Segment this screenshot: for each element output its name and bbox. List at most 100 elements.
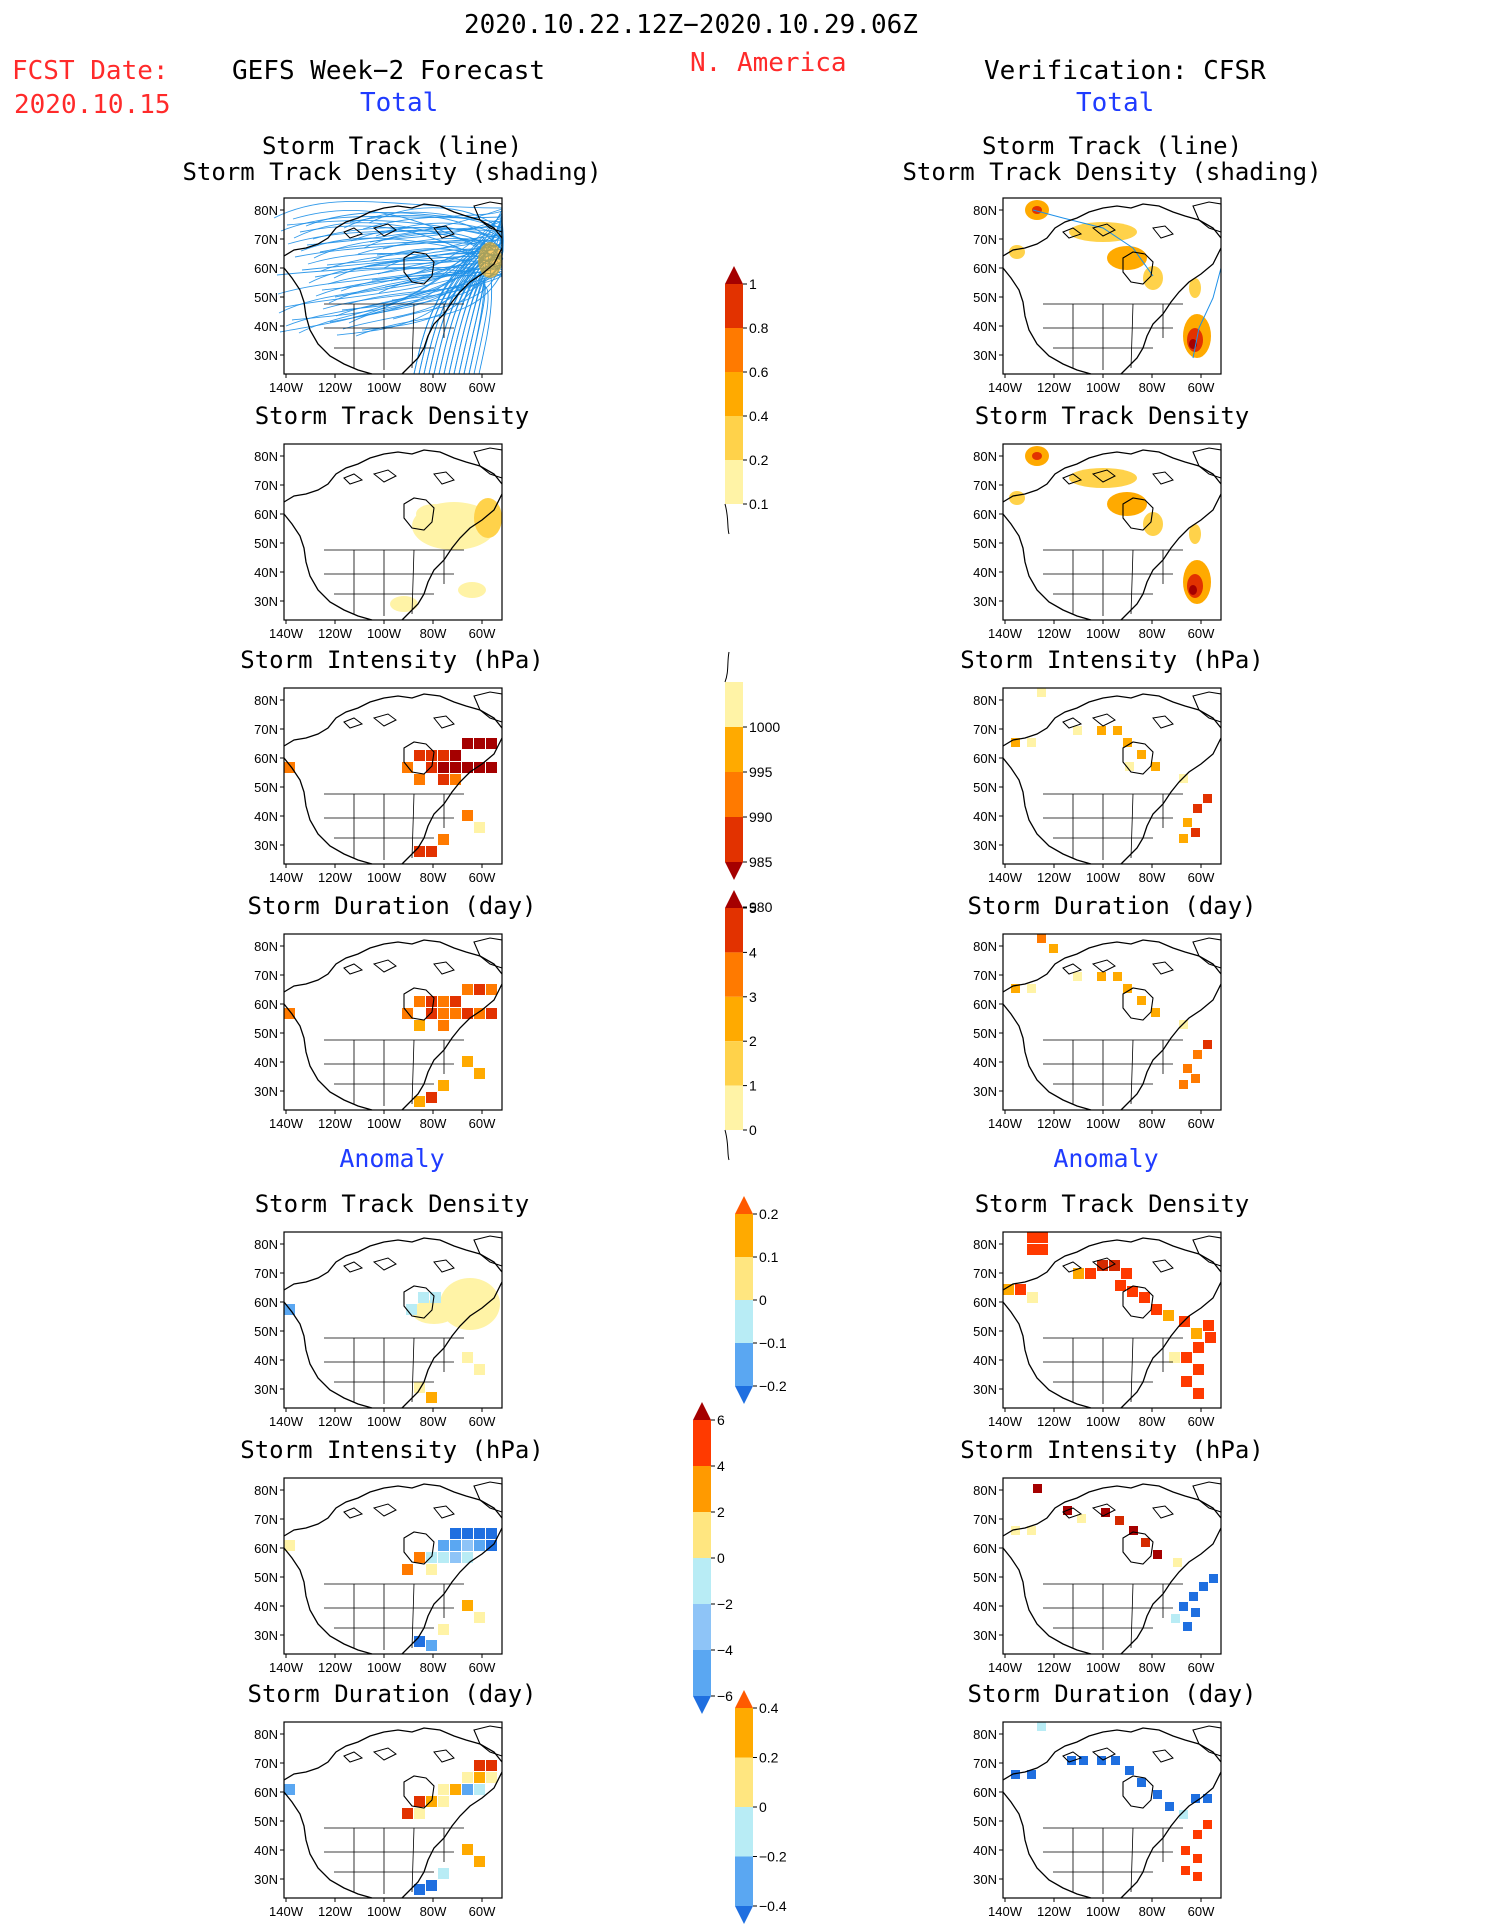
colorbar-tick-label: 995 [749,764,773,780]
lat-tick-label: 50N [973,1814,997,1829]
left-column-title: GEFS Week−2 Forecast [232,56,546,86]
colorbar-tick-label: −2 [717,1596,733,1612]
lat-tick-label: 30N [254,1872,278,1887]
lat-tick-label: 40N [973,1353,997,1368]
lon-tick-label: 120W [1037,1414,1072,1429]
lat-tick-label: 70N [973,1756,997,1771]
colorbar-tick-label: 0.4 [759,1700,779,1716]
fcst-date-label: FCST Date: [12,56,169,86]
lat-tick-label: 50N [973,780,997,795]
lat-tick-label: 80N [254,449,278,464]
map-panel-forecast-4: 80N 70N 60N 50N 40N 30N 140W 120W 100W 80W 60W [254,933,503,1131]
lat-tick-label: 80N [973,1483,997,1498]
lon-tick-label: 100W [367,1660,402,1675]
map-panel-forecast-3: 80N 70N 60N 50N 40N 30N 140W 120W 100W 80W 60W [254,687,503,885]
cb-anom-duration-colorbar: 0.4 0.2 0 −0.2 −0.4 [735,1690,787,1924]
lat-tick-label: 50N [973,1570,997,1585]
lat-tick-label: 70N [254,1266,278,1281]
lon-tick-label: 140W [988,626,1023,641]
lat-tick-label: 80N [973,203,997,218]
colorbar-tick-label: 0.2 [759,1206,779,1222]
map-panel-verification-4: 80N 70N 60N 50N 40N 30N 140W 120W 100W 80W 60W [973,933,1222,1131]
lat-tick-label: 40N [973,565,997,580]
panel-title-density: Storm Track Density [254,402,530,430]
lat-tick-label: 70N [254,968,278,983]
map-panel-verification-3: 80N 70N 60N 50N 40N 30N 140W 120W 100W 80W 60W [973,687,1222,885]
panel-title-duration-verif: Storm Duration (day) [967,892,1257,920]
lon-tick-label: 140W [988,1414,1023,1429]
lon-tick-label: 120W [1037,870,1072,885]
lon-tick-label: 120W [1037,626,1072,641]
lat-tick-label: 50N [973,536,997,551]
colorbar-tick-label: 0.6 [749,364,769,380]
lat-tick-label: 60N [254,997,278,1012]
lat-tick-label: 30N [254,1628,278,1643]
lat-tick-label: 60N [973,507,997,522]
lon-tick-label: 120W [318,1904,353,1919]
lon-tick-label: 140W [269,1414,304,1429]
lon-tick-label: 60W [469,1414,496,1429]
lat-tick-label: 30N [973,1382,997,1397]
colorbar-tick-label: 6 [717,1412,725,1428]
lat-tick-label: 40N [973,809,997,824]
lat-tick-label: 30N [254,838,278,853]
lon-tick-label: 80W [1139,1414,1166,1429]
colorbar-tick-label: 0 [759,1799,767,1815]
lat-tick-label: 60N [254,1295,278,1310]
lat-tick-label: 40N [973,319,997,334]
lat-tick-label: 30N [973,838,997,853]
panel-title-track-line-verif: Storm Track (line) [981,132,1243,160]
lat-tick-label: 40N [254,1599,278,1614]
total-label-left: Total [360,88,439,118]
fcst-date-value: 2020.10.15 [14,90,171,120]
map-panel-verification-7: 80N 70N 60N 50N 40N 30N 140W 120W 100W 80W 60W [973,1721,1222,1919]
lon-tick-label: 60W [469,1660,496,1675]
colorbar-tick-label: 0 [759,1292,767,1308]
lat-tick-label: 70N [254,232,278,247]
lat-tick-label: 30N [973,348,997,363]
lat-tick-label: 50N [254,536,278,551]
lat-tick-label: 80N [973,693,997,708]
lon-tick-label: 100W [367,870,402,885]
lat-tick-label: 30N [973,1628,997,1643]
lon-tick-label: 100W [1086,1660,1121,1675]
lon-tick-label: 120W [318,380,353,395]
lon-tick-label: 140W [988,1904,1023,1919]
colorbar-tick-label: 1 [749,276,757,292]
colorbar-tick-label: 3 [749,989,757,1005]
lon-tick-label: 60W [1188,626,1215,641]
lon-tick-label: 140W [988,1116,1023,1131]
lon-tick-label: 120W [318,1116,353,1131]
panel-title-track-line: Storm Track (line) [261,132,523,160]
map-panel-forecast-5: 80N 70N 60N 50N 40N 30N 140W 120W 100W 80W 60W [254,1231,503,1429]
panel-title-anom-intensity: Storm Intensity (hPa) [240,1436,544,1464]
panel-title-intensity: Storm Intensity (hPa) [240,646,544,674]
cb-intensity-colorbar: 1000 995 990 985 980 [724,651,780,915]
lon-tick-label: 80W [1139,1116,1166,1131]
lon-tick-label: 120W [318,870,353,885]
lon-tick-label: 80W [1139,870,1166,885]
lat-tick-label: 60N [973,1785,997,1800]
colorbar-tick-label: 0.2 [759,1750,779,1766]
lon-tick-label: 140W [269,870,304,885]
lon-tick-label: 60W [469,870,496,885]
lat-tick-label: 70N [254,1512,278,1527]
lat-tick-label: 60N [254,1541,278,1556]
lon-tick-label: 120W [318,1414,353,1429]
lat-tick-label: 50N [254,1570,278,1585]
lon-tick-label: 80W [1139,380,1166,395]
lat-tick-label: 80N [973,939,997,954]
lon-tick-label: 120W [1037,1660,1072,1675]
colorbar-tick-label: 0 [717,1550,725,1566]
map-panel-forecast-1: 80N 70N 60N 50N 40N 30N 140W 120W 100W 80W 60W [254,197,504,395]
lon-tick-label: 120W [318,626,353,641]
panel-title-track-density-shading: Storm Track Density (shading) [182,158,602,186]
lat-tick-label: 70N [973,232,997,247]
lat-tick-label: 30N [254,594,278,609]
colorbar-tick-label: 0.8 [749,320,769,336]
region-label: N. America [690,48,847,78]
lon-tick-label: 60W [469,1116,496,1131]
colorbar-tick-label: −4 [717,1642,733,1658]
lon-tick-label: 140W [988,870,1023,885]
cb-duration-colorbar: 5 4 3 2 1 0 [724,890,757,1161]
